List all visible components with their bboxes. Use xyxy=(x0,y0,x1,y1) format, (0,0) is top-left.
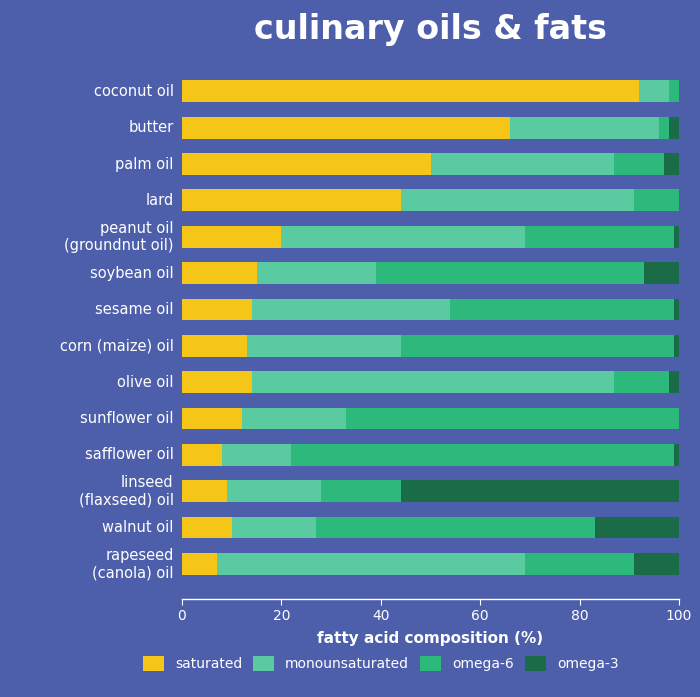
Legend: saturated, monounsaturated, omega-6, omega-3: saturated, monounsaturated, omega-6, ome… xyxy=(137,651,624,677)
Bar xyxy=(251,298,450,321)
Bar xyxy=(222,444,291,466)
X-axis label: fatty acid composition (%): fatty acid composition (%) xyxy=(317,631,544,647)
Bar xyxy=(256,262,376,284)
Bar xyxy=(669,80,679,102)
Bar xyxy=(182,298,251,321)
Bar xyxy=(182,226,281,247)
Bar xyxy=(644,262,679,284)
Bar xyxy=(615,372,669,393)
Title: culinary oils & fats: culinary oils & fats xyxy=(254,13,607,46)
Bar xyxy=(182,553,217,575)
Bar xyxy=(674,444,679,466)
Bar xyxy=(246,335,400,357)
Bar xyxy=(182,335,246,357)
Bar xyxy=(674,335,679,357)
Bar xyxy=(217,553,525,575)
Bar xyxy=(400,335,674,357)
Bar xyxy=(525,226,674,247)
Bar xyxy=(182,444,222,466)
Bar xyxy=(634,553,679,575)
Bar xyxy=(227,480,321,502)
Bar xyxy=(182,516,232,538)
Bar xyxy=(346,408,679,429)
Bar xyxy=(251,372,615,393)
Bar xyxy=(232,516,316,538)
Bar xyxy=(594,516,679,538)
Bar xyxy=(430,153,615,175)
Bar xyxy=(241,408,346,429)
Bar xyxy=(291,444,674,466)
Bar xyxy=(525,553,634,575)
Bar xyxy=(659,117,669,139)
Bar xyxy=(664,153,679,175)
Bar xyxy=(634,190,679,211)
Bar xyxy=(669,117,679,139)
Bar xyxy=(182,372,251,393)
Bar xyxy=(615,153,664,175)
Bar xyxy=(450,298,674,321)
Bar xyxy=(400,480,679,502)
Bar xyxy=(510,117,659,139)
Bar xyxy=(182,80,639,102)
Bar xyxy=(400,190,634,211)
Bar xyxy=(669,372,679,393)
Bar xyxy=(182,408,241,429)
Bar xyxy=(182,190,400,211)
Bar xyxy=(281,226,525,247)
Bar xyxy=(639,80,669,102)
Bar xyxy=(316,516,594,538)
Bar xyxy=(182,262,256,284)
Bar xyxy=(321,480,400,502)
Bar xyxy=(674,298,679,321)
Bar xyxy=(182,117,510,139)
Bar xyxy=(376,262,644,284)
Bar xyxy=(182,153,430,175)
Bar xyxy=(182,480,227,502)
Bar xyxy=(674,226,679,247)
